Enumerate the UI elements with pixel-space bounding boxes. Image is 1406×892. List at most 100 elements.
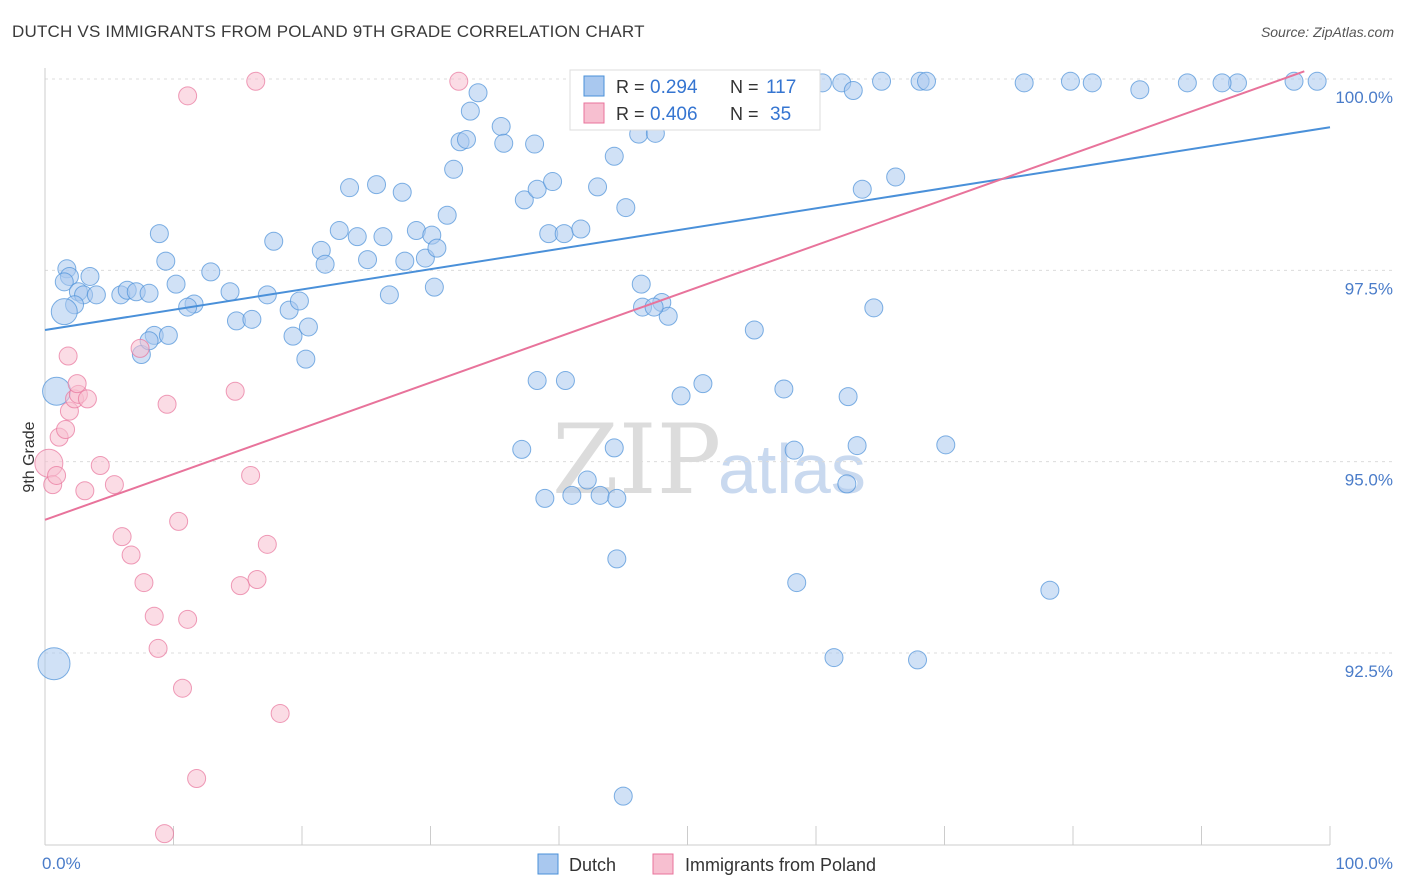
dutch-point-108 bbox=[1130, 80, 1150, 100]
dutch-point-117 bbox=[824, 648, 844, 668]
dutch-point-36 bbox=[347, 227, 367, 247]
poland-point-26 bbox=[241, 465, 261, 485]
poland-point-32 bbox=[246, 71, 266, 91]
poland-point-4 bbox=[56, 420, 76, 440]
dutch-point-39 bbox=[373, 227, 393, 247]
dutch-point-114 bbox=[886, 167, 906, 187]
poland-point-16 bbox=[130, 338, 150, 358]
trend-line-poland bbox=[44, 70, 1305, 521]
dutch-point-33 bbox=[315, 254, 335, 274]
dutch-point-5 bbox=[80, 266, 100, 286]
dutch-point-41 bbox=[392, 182, 412, 202]
stats-swatch-poland bbox=[583, 102, 605, 124]
stats-r-value-poland: 0.406 bbox=[650, 104, 698, 125]
poland-point-31 bbox=[178, 86, 198, 106]
dutch-point-116 bbox=[908, 650, 928, 670]
dutch-point-54 bbox=[491, 116, 511, 136]
stats-n-label-dutch: N = bbox=[730, 77, 759, 97]
dutch-point-94 bbox=[936, 435, 956, 455]
poland-point-8 bbox=[77, 389, 97, 409]
dutch-point-24 bbox=[242, 309, 262, 329]
dutch-point-17 bbox=[156, 251, 176, 271]
dutch-point-101 bbox=[872, 71, 892, 91]
dutch-point-63 bbox=[588, 177, 608, 197]
legend: Dutch Immigrants from Poland bbox=[537, 853, 876, 875]
series-poland-points bbox=[34, 71, 469, 844]
stats-n-label-poland: N = bbox=[730, 104, 759, 124]
dutch-point-74 bbox=[693, 374, 713, 394]
dutch-point-76 bbox=[555, 371, 575, 391]
dutch-point-56 bbox=[514, 190, 534, 210]
poland-point-17 bbox=[134, 573, 154, 593]
dutch-point-22 bbox=[220, 282, 240, 302]
stats-n-value-dutch: 117 bbox=[766, 77, 796, 98]
legend-swatch-dutch bbox=[537, 853, 559, 875]
dutch-point-59 bbox=[543, 172, 563, 192]
dutch-point-48 bbox=[437, 205, 457, 225]
dutch-point-87 bbox=[744, 320, 764, 340]
y-tick-label-3: 92.5% bbox=[1345, 662, 1393, 681]
trend-line-dutch bbox=[44, 126, 1331, 332]
dutch-point-120 bbox=[37, 647, 71, 681]
poland-point-23 bbox=[172, 678, 192, 698]
poland-point-34 bbox=[155, 824, 175, 844]
dutch-point-58 bbox=[525, 134, 545, 154]
poland-point-21 bbox=[169, 511, 189, 531]
stats-n-value-poland: 35 bbox=[770, 104, 791, 125]
dutch-point-51 bbox=[456, 129, 476, 149]
dutch-point-49 bbox=[444, 159, 464, 179]
dutch-point-55 bbox=[494, 133, 514, 153]
dutch-point-105 bbox=[1082, 73, 1102, 93]
dutch-point-30 bbox=[289, 291, 309, 311]
poland-point-33 bbox=[449, 71, 469, 91]
poland-point-18 bbox=[144, 606, 164, 626]
dutch-point-61 bbox=[554, 224, 574, 244]
poland-point-20 bbox=[157, 394, 177, 414]
poland-point-30 bbox=[270, 703, 290, 723]
source-label: Source: ZipAtlas.com bbox=[1260, 24, 1394, 40]
dutch-point-31 bbox=[296, 349, 316, 369]
stats-r-label-dutch: R = bbox=[616, 77, 645, 97]
dutch-point-75 bbox=[604, 438, 624, 458]
poland-point-14 bbox=[112, 527, 132, 547]
dutch-point-26 bbox=[264, 231, 284, 251]
dutch-point-38 bbox=[367, 175, 387, 195]
dutch-point-34 bbox=[329, 221, 349, 241]
dutch-point-83 bbox=[562, 485, 582, 505]
dutch-point-93 bbox=[864, 298, 884, 318]
poland-point-25 bbox=[225, 381, 245, 401]
dutch-point-53 bbox=[468, 83, 488, 103]
dutch-point-119 bbox=[613, 786, 633, 806]
dutch-point-88 bbox=[774, 379, 794, 399]
dutch-point-78 bbox=[512, 439, 532, 459]
dutch-point-100 bbox=[843, 80, 863, 100]
poland-point-9 bbox=[58, 346, 78, 366]
dutch-point-16 bbox=[149, 224, 169, 244]
series-dutch-points bbox=[37, 71, 1327, 806]
poland-point-15 bbox=[121, 545, 141, 565]
dutch-point-42 bbox=[395, 251, 415, 271]
stats-r-value-dutch: 0.294 bbox=[650, 77, 698, 98]
poland-point-12 bbox=[90, 455, 110, 475]
dutch-point-21 bbox=[201, 262, 221, 282]
poland-point-11 bbox=[75, 481, 95, 501]
poland-point-27 bbox=[230, 576, 250, 596]
x-tick-label-1: 100.0% bbox=[1335, 854, 1393, 873]
dutch-point-84 bbox=[607, 549, 627, 569]
dutch-point-40 bbox=[379, 285, 399, 305]
dutch-point-81 bbox=[590, 485, 610, 505]
dutch-point-52 bbox=[460, 101, 480, 121]
poland-point-10 bbox=[67, 374, 87, 394]
dutch-point-112 bbox=[1060, 71, 1080, 91]
y-tick-label-2: 95.0% bbox=[1345, 471, 1393, 490]
y-tick-label-1: 97.5% bbox=[1345, 279, 1393, 298]
poland-point-24 bbox=[187, 769, 207, 789]
x-tick-labels: 0.0% 100.0% bbox=[42, 854, 1393, 873]
dutch-point-72 bbox=[658, 306, 678, 326]
dutch-point-113 bbox=[852, 179, 872, 199]
grid bbox=[45, 78, 1395, 654]
dutch-point-77 bbox=[527, 371, 547, 391]
y-tick-label-0: 100.0% bbox=[1335, 88, 1393, 107]
chart-title: DUTCH VS IMMIGRANTS FROM POLAND 9TH GRAD… bbox=[12, 22, 645, 41]
